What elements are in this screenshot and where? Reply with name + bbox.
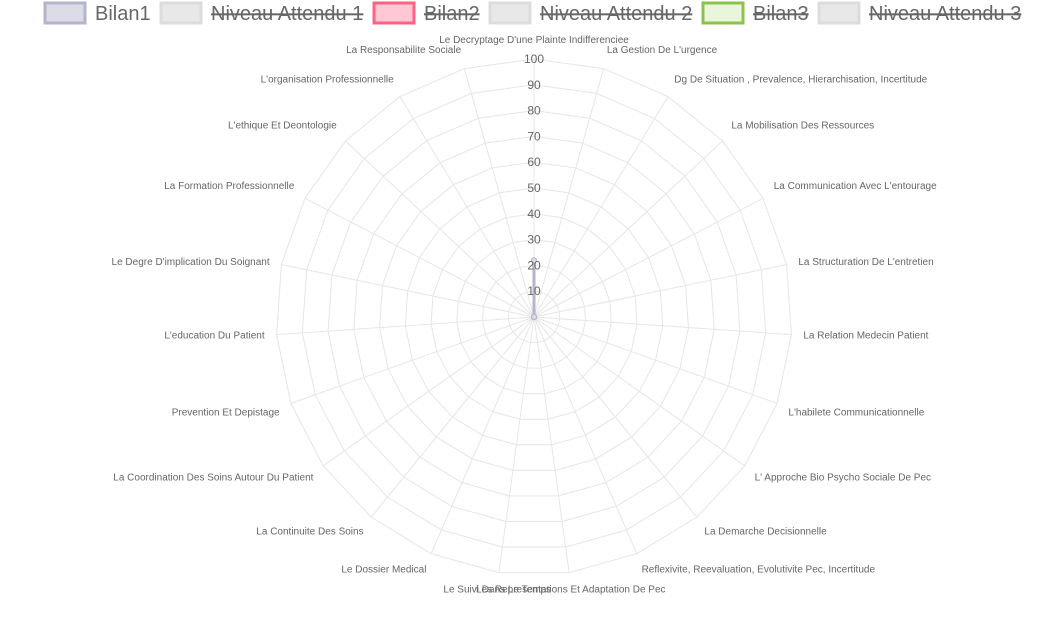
legend-label: Bilan2 xyxy=(424,3,480,25)
axis-label: La Responsabilite Sociale xyxy=(346,45,462,56)
tick-label: 10 xyxy=(527,284,541,298)
axis-label: L'ethique Et Deontologie xyxy=(228,121,337,132)
grid-spoke xyxy=(399,96,535,318)
legend-label: Bilan1 xyxy=(95,3,151,25)
legend-item-bilan1[interactable]: Bilan1 xyxy=(43,1,151,25)
tick-label: 70 xyxy=(527,129,541,143)
axis-label: La Formation Professionnelle xyxy=(164,181,295,192)
legend: Bilan1 Niveau Attendu 1 Bilan2 Niveau Atten… xyxy=(43,1,1021,25)
axis-label: Le Degre D'implication Du Soignant xyxy=(112,257,270,268)
grid-spoke xyxy=(322,316,535,467)
axis-labels: Le Decryptage D'une Plainte Indifferenci… xyxy=(112,35,938,595)
tick-label: 30 xyxy=(527,233,541,247)
legend-item-bilan2[interactable]: Bilan2 xyxy=(372,1,480,25)
axis-label: Les Representations Et Adaptation De Pec xyxy=(476,584,666,595)
grid-ring xyxy=(379,161,689,471)
radar-grid xyxy=(276,58,792,574)
legend-item-bilan3[interactable]: Bilan3 xyxy=(701,1,809,25)
axis-label: Dg De Situation , Prevalence, Hierarchis… xyxy=(674,74,927,85)
grid-spoke xyxy=(533,316,792,336)
legend-swatch xyxy=(701,1,745,25)
legend-swatch xyxy=(159,1,203,25)
legend-label: Niveau Attendu 1 xyxy=(211,3,363,25)
grid-ring xyxy=(430,213,638,420)
grid-spoke xyxy=(533,264,787,318)
axis-label: Le Decryptage D'une Plainte Indifferenci… xyxy=(439,35,629,46)
axis-label: Le Dossier Medical xyxy=(341,565,426,576)
grid-spoke xyxy=(533,316,698,518)
grid-spoke xyxy=(533,140,723,318)
legend-label: Niveau Attendu 2 xyxy=(540,3,692,25)
grid-spoke xyxy=(533,197,764,318)
grid-spoke xyxy=(281,264,535,318)
grid-spoke xyxy=(533,316,746,467)
data-point[interactable] xyxy=(531,314,537,320)
axis-label: La Demarche Decisionnelle xyxy=(704,526,827,537)
axis-label: La Mobilisation Des Ressources xyxy=(731,121,874,132)
axis-label: L'organisation Professionnelle xyxy=(261,74,395,85)
grid-ring xyxy=(353,135,715,497)
tick-label: 60 xyxy=(527,155,541,169)
grid-ring xyxy=(507,290,561,344)
axis-label: La Coordination Des Soins Autour Du Pati… xyxy=(113,473,313,484)
tick-label: 80 xyxy=(527,104,541,118)
tick-labels: 10 20 30 40 50 60 70 80 90 100 xyxy=(524,52,544,298)
grid-spoke xyxy=(345,140,535,318)
grid-spoke xyxy=(370,316,535,518)
axis-label: L'habilete Communicationnelle xyxy=(788,407,924,418)
grid-spoke xyxy=(276,316,535,336)
legend-label: Niveau Attendu 3 xyxy=(869,3,1021,25)
tick-label: 20 xyxy=(527,258,541,272)
legend-swatch xyxy=(43,1,87,25)
grid-ring xyxy=(482,264,586,369)
data-point[interactable] xyxy=(531,257,537,264)
legend-swatch xyxy=(372,1,416,25)
tick-label: 90 xyxy=(527,78,541,92)
legend-item-niveau-attendu-1[interactable]: Niveau Attendu 1 xyxy=(159,1,363,25)
tick-label: 50 xyxy=(527,181,541,195)
axis-label: La Gestion De L'urgence xyxy=(607,45,718,56)
grid-spoke xyxy=(533,68,605,318)
legend-item-niveau-attendu-3[interactable]: Niveau Attendu 3 xyxy=(817,1,1021,25)
grid-spoke xyxy=(533,316,638,554)
axis-label: Prevention Et Depistage xyxy=(172,407,280,418)
grid-spoke xyxy=(430,316,535,554)
legend-swatch xyxy=(488,1,532,25)
grid-spoke xyxy=(304,197,535,318)
grid-ring xyxy=(404,187,664,446)
grid-spoke xyxy=(290,316,535,404)
axis-label: L'education Du Patient xyxy=(164,330,265,341)
tick-label: 40 xyxy=(527,207,541,221)
axis-label: La Relation Medecin Patient xyxy=(803,330,928,341)
grid-spoke xyxy=(533,316,570,573)
grid-ring xyxy=(276,58,792,574)
axis-label: La Structuration De L'entretien xyxy=(798,257,933,268)
legend-label: Bilan3 xyxy=(753,3,809,25)
axis-label: La Continuite Des Soins xyxy=(256,526,363,537)
legend-swatch xyxy=(817,1,861,25)
axis-label: Reflexivite, Reevaluation, Evolutivite P… xyxy=(642,565,876,576)
grid-spoke xyxy=(533,316,778,404)
grid-ring xyxy=(301,84,767,548)
axis-label: La Communication Avec L'entourage xyxy=(774,181,937,192)
grid-ring xyxy=(327,110,741,522)
axis-label: L' Approche Bio Psycho Sociale De Pec xyxy=(755,473,931,484)
legend-item-niveau-attendu-2[interactable]: Niveau Attendu 2 xyxy=(488,1,692,25)
tick-label: 100 xyxy=(524,52,544,66)
series-bilan1 xyxy=(531,257,537,320)
axis-label: Le Suivi Dans Le Temps xyxy=(443,584,551,595)
grid-ring xyxy=(456,239,612,395)
grid-spoke xyxy=(498,316,535,573)
grid-spoke xyxy=(463,68,535,318)
grid-spoke xyxy=(533,96,669,318)
